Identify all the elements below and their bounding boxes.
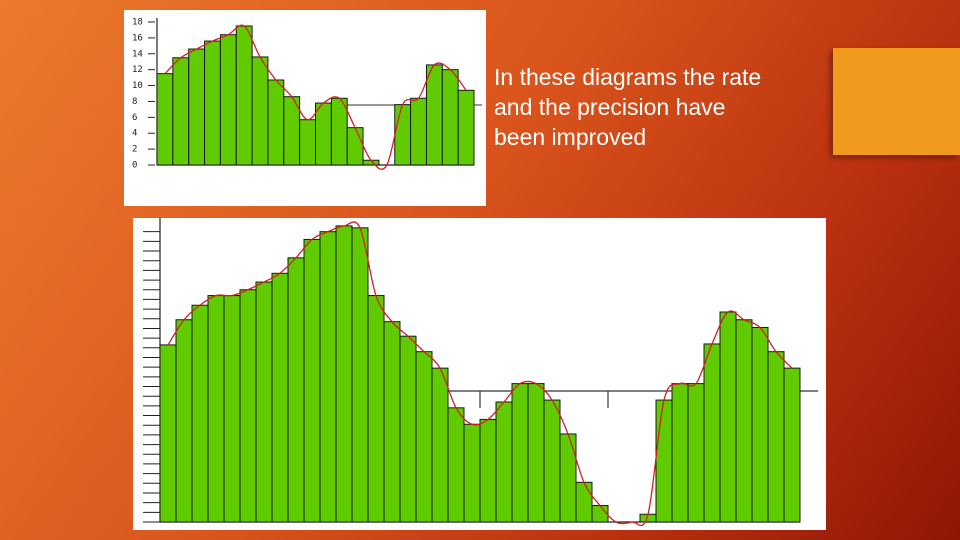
bar <box>425 64 443 166</box>
bar <box>575 481 593 523</box>
bar <box>463 423 481 523</box>
text-line: been improved <box>494 124 647 150</box>
bar <box>346 127 364 166</box>
bar <box>543 399 561 523</box>
text-line: and the precision have <box>494 94 726 120</box>
bar <box>172 57 190 166</box>
bar <box>559 433 577 523</box>
bar <box>671 383 689 523</box>
bar <box>223 295 241 523</box>
bar <box>299 119 316 166</box>
bar <box>207 295 225 523</box>
bar <box>287 257 305 523</box>
bar <box>527 383 545 523</box>
bar <box>267 79 285 166</box>
bar <box>303 238 321 523</box>
y-tick-label: 8 <box>132 97 137 107</box>
y-tick-label: 4 <box>132 129 137 139</box>
bar <box>415 351 433 523</box>
bar <box>330 97 348 166</box>
bar <box>235 25 253 166</box>
bar <box>394 104 412 166</box>
bar <box>255 281 273 523</box>
bar <box>687 383 705 523</box>
bar <box>479 418 497 523</box>
bar <box>383 321 401 523</box>
bar <box>188 48 206 166</box>
bar <box>219 34 237 166</box>
bar <box>315 102 332 166</box>
bar <box>457 89 475 166</box>
bar <box>783 367 801 523</box>
bar <box>159 344 177 523</box>
bar <box>156 73 174 166</box>
bar <box>271 272 289 523</box>
bar <box>441 69 459 166</box>
bar <box>351 227 369 523</box>
bar <box>735 319 753 523</box>
bar <box>191 304 209 523</box>
y-tick-label: 6 <box>132 113 137 123</box>
bar <box>319 231 337 523</box>
accent-block <box>833 48 960 155</box>
text-line: In these diagrams the rate <box>494 64 762 90</box>
bar <box>703 343 721 523</box>
bar <box>655 399 673 523</box>
bar <box>239 289 257 523</box>
slide-text: In these diagrams the rate and the precis… <box>494 62 761 152</box>
bar <box>767 351 785 523</box>
bar <box>175 319 193 523</box>
bar <box>367 295 385 523</box>
trend-curve <box>164 24 467 170</box>
y-tick-label: 12 <box>132 65 143 75</box>
bar <box>410 97 427 166</box>
y-tick-label: 0 <box>132 161 137 171</box>
trend-curve <box>167 221 793 526</box>
y-tick-label: 18 <box>132 18 143 28</box>
y-tick-label: 16 <box>132 33 143 43</box>
bar <box>399 335 417 523</box>
y-tick-label: 10 <box>132 81 143 91</box>
y-tick-label: 2 <box>132 145 137 155</box>
bar <box>335 225 353 523</box>
bar <box>751 326 769 523</box>
bar <box>495 401 513 523</box>
bar <box>431 367 449 523</box>
y-tick-label: 14 <box>132 49 143 59</box>
bar <box>204 40 221 166</box>
bar <box>251 56 269 166</box>
bar <box>511 383 529 523</box>
bar <box>447 407 465 523</box>
bar <box>591 505 609 523</box>
bar <box>719 311 737 523</box>
